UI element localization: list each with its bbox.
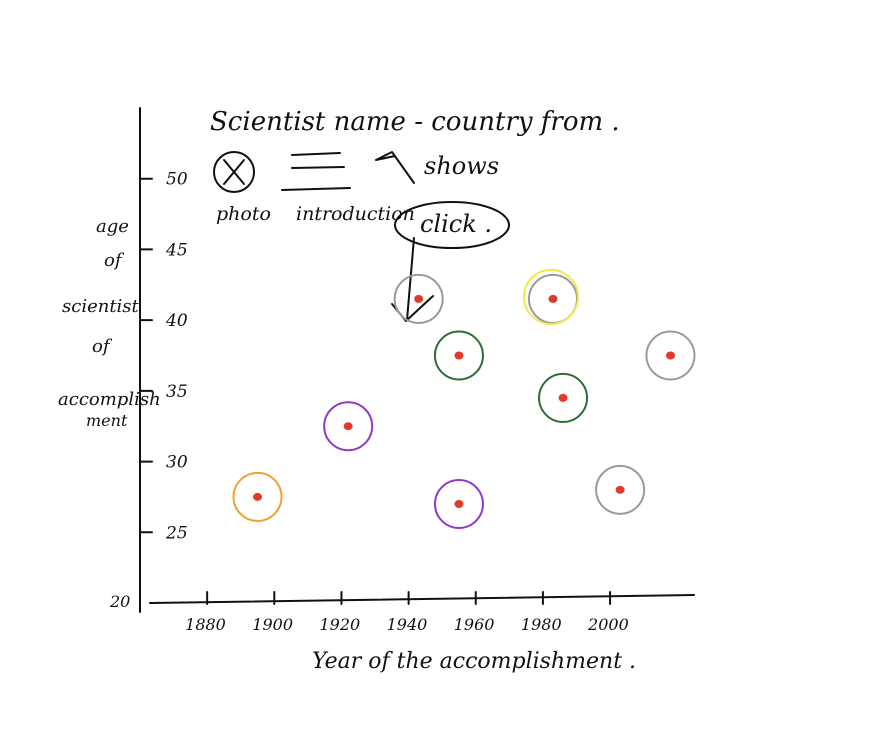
x-axis-line <box>149 594 695 604</box>
point-ring <box>433 330 484 381</box>
point-ring <box>522 268 579 325</box>
share-arrow-icon <box>375 151 415 184</box>
y-tick-label: 35 <box>166 382 188 402</box>
photo-label: photo <box>216 203 271 225</box>
scatter-point[interactable] <box>323 401 374 452</box>
click-label: click . <box>420 210 492 238</box>
scatter-point[interactable] <box>433 479 484 529</box>
x-tick-label: 2000 <box>587 615 629 634</box>
click-arrowhead-icon <box>391 295 434 322</box>
point-ring <box>538 372 589 423</box>
x-tick-label: 1880 <box>185 615 226 634</box>
scatter-point[interactable] <box>393 273 444 324</box>
point-ring <box>433 479 484 529</box>
y-label-line-5: accomplish <box>58 389 161 410</box>
x-axis-title: Year of the accomplishment . <box>312 649 636 674</box>
point-ring <box>645 330 696 381</box>
point-dot <box>253 492 263 501</box>
point-dot <box>548 294 558 303</box>
scatter-point[interactable] <box>538 372 589 423</box>
point-dot <box>454 500 464 508</box>
x-tick-label: 1920 <box>319 615 360 634</box>
photo-icon <box>213 151 255 193</box>
point-dot <box>454 351 464 360</box>
plot-axes: 20 <box>109 107 695 613</box>
point-dot <box>558 393 568 402</box>
x-tick-label: 1960 <box>454 615 495 634</box>
y-tick-label: 25 <box>165 523 188 543</box>
x-ticks: 1880 1900 1920 1940 1960 1980 2000 <box>185 591 629 634</box>
point-ring <box>595 464 646 515</box>
point-dot <box>343 422 353 431</box>
scatter-point[interactable] <box>232 471 283 522</box>
x-tick-label: 1900 <box>252 615 293 634</box>
y-label-line-4: of <box>92 336 113 357</box>
y-label-line-1: age <box>96 216 129 237</box>
point-dot <box>665 351 675 360</box>
click-pointer-line <box>406 237 415 321</box>
tooltip-title: Scientist name - country from . <box>210 107 620 137</box>
point-dot <box>414 294 424 303</box>
y-axis-title: age of scientist of accomplish ment <box>58 216 161 430</box>
introduction-label: introduction <box>296 203 415 225</box>
point-ring <box>232 471 283 522</box>
point-dot <box>615 485 625 494</box>
x-tick-label: 1940 <box>387 615 428 634</box>
y-ticks: 50 45 40 35 30 25 <box>139 170 188 543</box>
y-tick-label: 50 <box>166 170 188 190</box>
scatter-points <box>232 268 696 529</box>
origin-label: 20 <box>109 592 130 611</box>
y-tick-label: 45 <box>165 240 188 260</box>
scatter-point[interactable] <box>645 330 696 381</box>
point-ring <box>393 273 444 324</box>
point-ring <box>323 401 374 452</box>
y-label-line-6: ment <box>86 411 128 430</box>
y-tick-label: 30 <box>166 453 188 473</box>
tooltip-header: Scientist name - country from . shows ph… <box>210 107 620 225</box>
y-label-line-3: scientist <box>62 296 140 317</box>
scatter-point[interactable] <box>433 330 484 381</box>
shows-label: shows <box>424 152 499 180</box>
y-tick-label: 40 <box>165 311 188 331</box>
y-label-line-2: of <box>104 250 125 271</box>
x-tick-label: 1980 <box>521 615 562 634</box>
introduction-lines-icon <box>281 152 351 191</box>
scatter-point[interactable] <box>522 268 579 325</box>
scatter-point[interactable] <box>595 464 646 515</box>
